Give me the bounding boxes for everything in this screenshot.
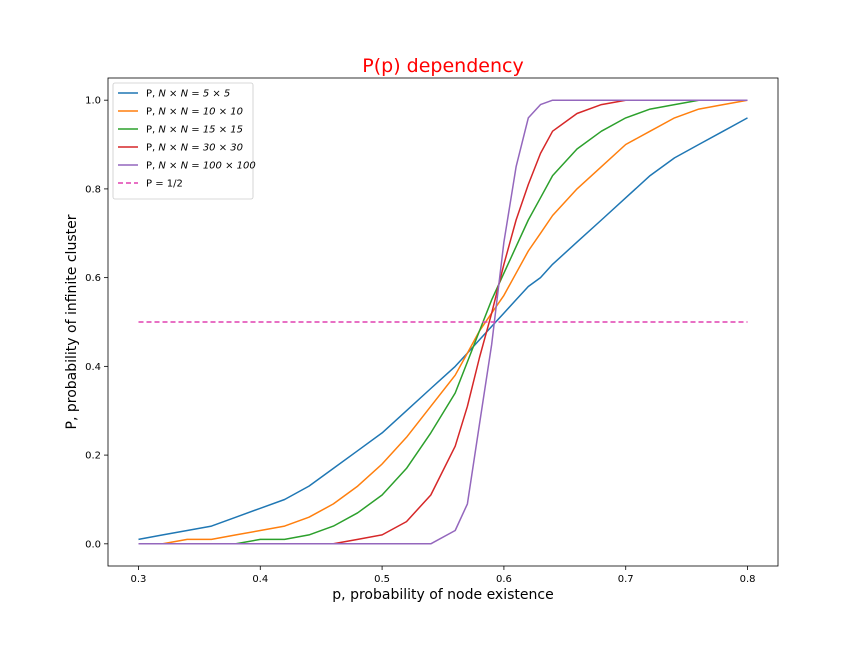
y-tick-label: 0.6 [85,273,101,284]
x-tick-label: 0.7 [618,574,634,585]
series-line-2 [138,99,748,545]
x-axis-ticks: 0.3 0.4 0.5 0.6 0.7 0.8 [131,566,756,585]
y-tick-label: 0.4 [85,362,101,373]
legend-label-2: P, N × N = 15 × 15 [146,125,243,136]
legend: P, N × N = 5 × 5P, N × N = 10 × 10P, N ×… [112,82,256,200]
legend-label-1: P, N × N = 10 × 10 [146,107,243,118]
legend-label-prefix: P = [146,179,167,190]
x-tick-label: 0.6 [496,574,512,585]
series-line-1 [138,99,748,545]
series-line-4 [138,99,748,545]
legend-label-prefix: P, [146,125,158,136]
chart-title: P(p) dependency [362,55,523,77]
legend-label-math: N × N = 5 × 5 [158,89,230,100]
series-layer [138,99,748,545]
y-tick-label: 0.0 [85,539,101,550]
legend-label-3: P, N × N = 30 × 30 [146,143,243,154]
legend-label-0: P, N × N = 5 × 5 [146,89,230,100]
x-axis-label: p, probability of node existence [332,587,553,603]
legend-label-prefix: P, [146,89,158,100]
legend-label-prefix: P, [146,107,158,118]
x-tick-label: 0.3 [131,574,147,585]
legend-box [112,82,254,200]
legend-label-math: N × N = 15 × 15 [158,125,243,136]
legend-label-math: N × N = 100 × 100 [158,161,255,172]
y-axis-ticks: 0.0 0.2 0.4 0.6 0.8 1.0 [85,96,108,550]
plot-frame [107,77,779,567]
y-axis-label: P, probability of infinite cluster [64,214,80,429]
y-tick-label: 0.8 [85,184,101,195]
legend-label-math: N × N = 30 × 30 [158,143,243,154]
x-tick-label: 0.5 [374,574,390,585]
y-tick-label: 0.2 [85,451,101,462]
legend-label-math: 1/2 [167,179,183,190]
legend-entries: P, N × N = 5 × 5P, N × N = 10 × 10P, N ×… [118,89,256,190]
legend-label-5: P = 1/2 [146,179,183,190]
x-tick-label: 0.8 [740,574,756,585]
x-tick-label: 0.4 [252,574,268,585]
legend-label-math: N × N = 10 × 10 [158,107,243,118]
y-tick-label: 1.0 [85,96,101,107]
legend-label-prefix: P, [146,161,158,172]
legend-label-4: P, N × N = 100 × 100 [146,161,256,172]
legend-label-prefix: P, [146,143,158,154]
